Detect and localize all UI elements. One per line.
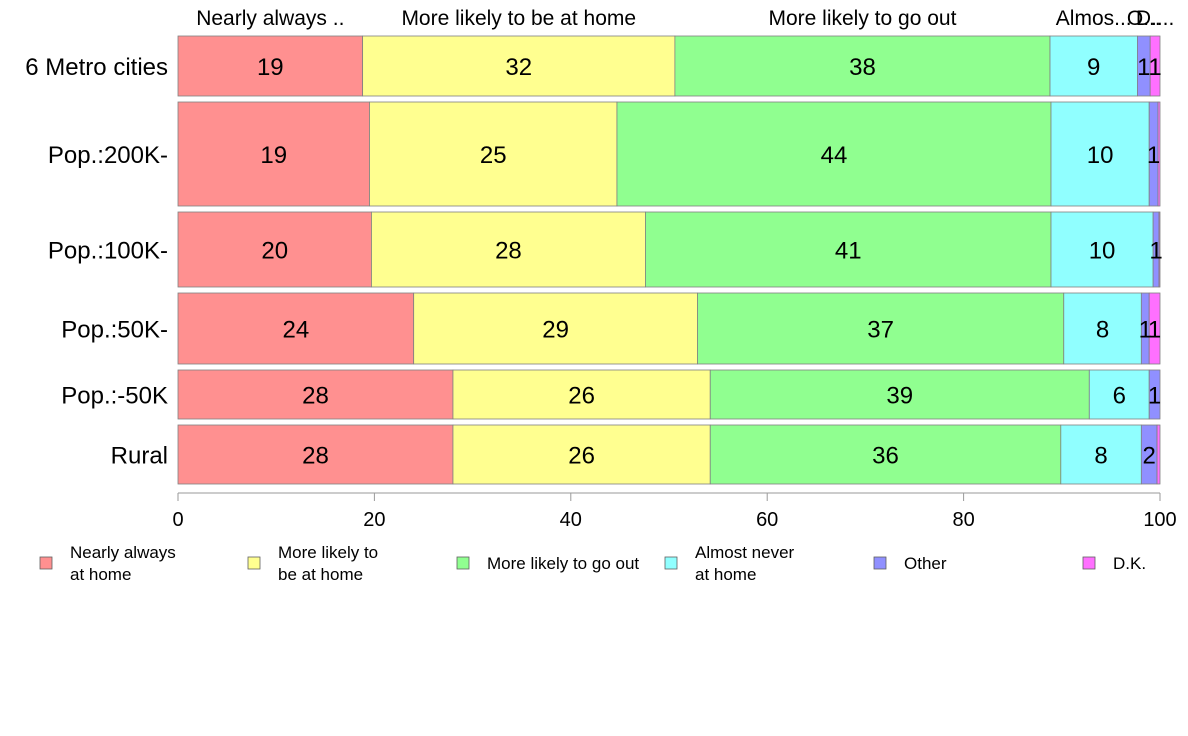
category-label: Pop.:100K- (48, 238, 168, 265)
category-label: Rural (111, 443, 168, 470)
bar-segment (1157, 101, 1161, 207)
x-tick-label: 20 (363, 509, 385, 531)
segment-label: 25 (480, 142, 507, 169)
category-label: Pop.:-50K (61, 383, 168, 410)
bar-segment (1158, 211, 1161, 288)
legend-swatch (873, 556, 887, 570)
segment-label: 20 (261, 238, 288, 265)
x-tick-label: 40 (560, 509, 582, 531)
legend-label: More likely to go out (487, 554, 639, 573)
legend-label: Almost never (695, 543, 795, 562)
top-label: Nearly always .. (196, 7, 344, 30)
segment-label: 28 (302, 443, 329, 470)
segment-label: 9 (1087, 54, 1100, 81)
legend-label: More likely to (278, 543, 378, 562)
segment-label: 10 (1089, 238, 1116, 265)
segment-label: 10 (1087, 142, 1114, 169)
segment-label: 19 (257, 54, 284, 81)
bar-segment (452, 369, 711, 420)
legend-label: Other (904, 554, 947, 573)
legend-swatch (456, 556, 470, 570)
top-label: More likely to go out (768, 7, 956, 30)
segment-label: 1 (1147, 142, 1160, 169)
segment-label: 37 (867, 317, 894, 344)
legend-swatch (1082, 556, 1096, 570)
bar-segment (177, 101, 370, 207)
bar-segment (177, 211, 372, 288)
segment-label: 1 (1139, 317, 1152, 344)
bar-segment (369, 101, 618, 207)
bar-segment (1148, 369, 1161, 420)
bar-segment (709, 424, 1062, 485)
segment-label: 38 (849, 54, 876, 81)
legend-label: D.K. (1113, 554, 1146, 573)
bar-segment (1063, 292, 1142, 365)
bar-segment (1050, 211, 1154, 288)
legend-label: at home (695, 565, 756, 584)
bar-segment (616, 101, 1052, 207)
category-labels: 6 Metro cities Pop.:200K- Pop.:100K- Pop.:5… (25, 54, 168, 470)
top-label: More likely to be at home (401, 7, 636, 30)
bar-segment (177, 424, 454, 485)
x-tick-label: 100 (1143, 509, 1176, 531)
top-labels: Nearly always .. More likely to be at hom… (196, 7, 1174, 30)
legend-label: at home (70, 565, 131, 584)
segment-label: 19 (260, 142, 287, 169)
top-label: D.... (1136, 7, 1175, 30)
bar-segment (1050, 101, 1150, 207)
bar-segment (645, 211, 1052, 288)
segment-label: 29 (542, 317, 569, 344)
segment-label: 1 (1148, 54, 1161, 81)
segment-label: 26 (568, 443, 595, 470)
category-label: Pop.:200K- (48, 142, 168, 169)
category-label: Pop.:50K- (61, 317, 168, 344)
segment-label: 32 (505, 54, 532, 81)
legend-swatch (247, 556, 261, 570)
legend-label: be at home (278, 565, 363, 584)
segment-label: 1 (1148, 317, 1161, 344)
bar-segment (452, 424, 711, 485)
bar-segment (362, 35, 676, 97)
bar-segment (413, 292, 698, 365)
segment-label: 36 (872, 443, 899, 470)
bar-segment (709, 369, 1090, 420)
bars (177, 35, 1161, 485)
category-label: 6 Metro cities (25, 54, 168, 81)
bar-segment (371, 211, 646, 288)
segment-label: 28 (495, 238, 522, 265)
segment-label: 2 (1143, 443, 1156, 470)
legend-swatch (39, 556, 53, 570)
bar-segment (1148, 292, 1161, 365)
segment-label: 1 (1137, 54, 1150, 81)
bar-segment (177, 369, 454, 420)
top-label: O... (1127, 7, 1161, 30)
bar-segment (1060, 424, 1142, 485)
x-tick-label: 60 (756, 509, 778, 531)
segment-label: 6 (1113, 383, 1126, 410)
legend-label: Nearly always (70, 543, 176, 562)
bar-segment (1149, 35, 1161, 97)
legend-swatch (664, 556, 678, 570)
bar-segment (177, 292, 415, 365)
x-tick-label: 0 (172, 509, 183, 531)
bar-segment (1088, 369, 1150, 420)
x-axis: 0 20 40 60 80 100 (172, 492, 1177, 531)
legend: Nearly always at home More likely to be at … (39, 543, 1146, 584)
segment-label: 1 (1148, 383, 1161, 410)
segment-label: 41 (835, 238, 862, 265)
bar-segment (1156, 424, 1161, 485)
top-label: Almos... (1056, 7, 1132, 30)
segment-label: 24 (282, 317, 309, 344)
segment-label: 28 (302, 383, 329, 410)
segment-label: 1 (1149, 238, 1162, 265)
segment-label: 44 (821, 142, 848, 169)
segment-label: 8 (1094, 443, 1107, 470)
segment-label: 26 (568, 383, 595, 410)
bar-segment (697, 292, 1065, 365)
x-tick-label: 80 (952, 509, 974, 531)
segment-label: 39 (886, 383, 913, 410)
segment-label: 8 (1096, 317, 1109, 344)
